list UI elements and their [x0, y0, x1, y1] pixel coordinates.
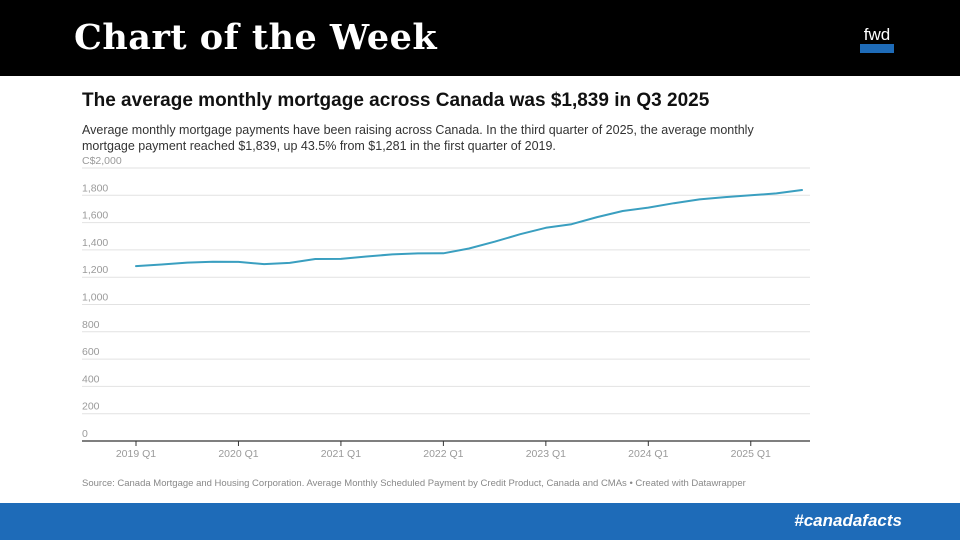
x-tick-label: 2021 Q1: [321, 448, 361, 460]
header-banner: Chart of the Week fwd: [0, 0, 960, 76]
x-tick-label: 2025 Q1: [731, 448, 771, 460]
logo-bar: [860, 44, 894, 53]
y-tick-label: 400: [82, 373, 100, 385]
y-tick-label: 1,800: [82, 182, 108, 194]
source-note: Source: Canada Mortgage and Housing Corp…: [82, 478, 746, 489]
banner-title: Chart of the Week: [74, 17, 438, 58]
y-tick-label: 800: [82, 319, 100, 331]
x-tick-label: 2024 Q1: [628, 448, 668, 460]
mortgage-payment-line: [135, 189, 803, 268]
logo-text: fwd: [863, 25, 891, 44]
y-tick-label: C$2,000: [82, 155, 122, 167]
y-tick-label: 200: [82, 401, 100, 413]
x-tick-label: 2020 Q1: [218, 448, 258, 460]
x-tick-label: 2023 Q1: [526, 448, 566, 460]
y-tick-label: 1,200: [82, 264, 108, 276]
y-tick-label: 1,000: [82, 292, 108, 304]
y-tick-label: 1,400: [82, 237, 108, 249]
x-tick-label: 2022 Q1: [423, 448, 463, 460]
chart-subtitle: Average monthly mortgage payments have b…: [82, 123, 754, 153]
footer-banner: #canadafacts: [0, 503, 960, 540]
y-tick-label: 600: [82, 346, 100, 358]
x-tick-label: 2019 Q1: [116, 448, 156, 460]
y-tick-label: 0: [82, 428, 88, 440]
y-tick-label: 1,600: [82, 210, 108, 222]
chart-title: The average monthly mortgage across Cana…: [82, 90, 710, 111]
hashtag: #canadafacts: [794, 511, 902, 530]
fwd-logo: fwd: [860, 26, 894, 54]
